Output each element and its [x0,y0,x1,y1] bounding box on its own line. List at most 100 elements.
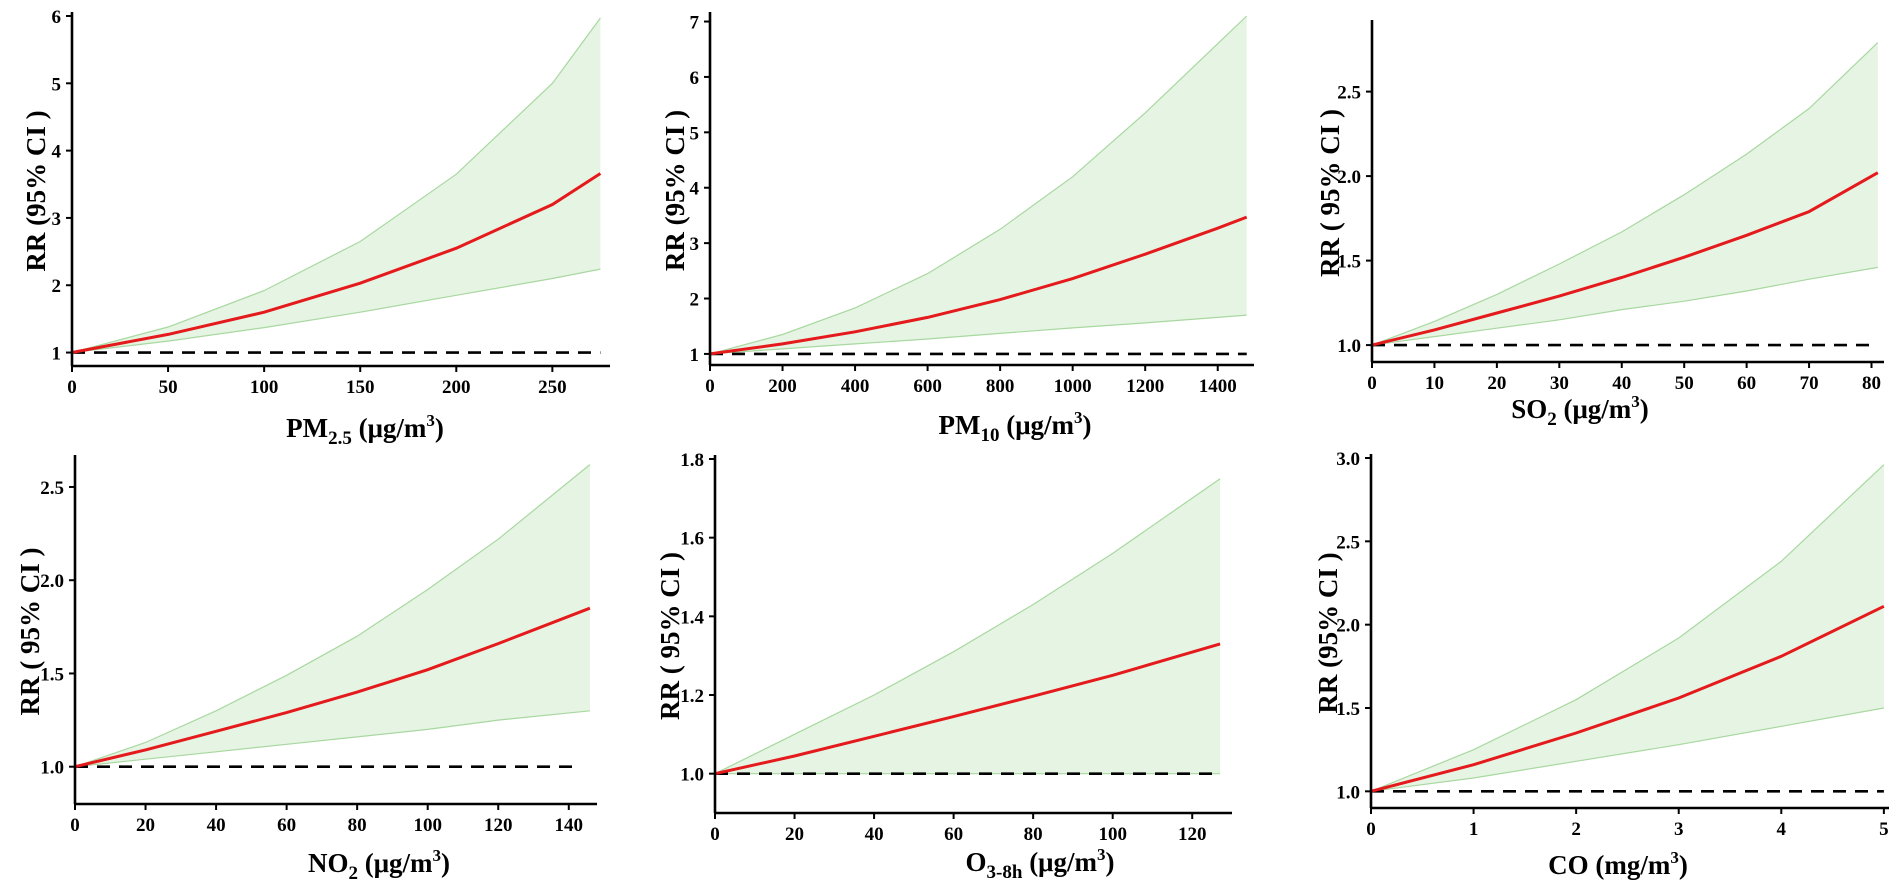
x-tick-label: 40 [1612,373,1631,394]
y-tick-label: 1.5 [1336,699,1360,720]
x-tick-label: 140 [555,815,584,836]
x-tick-label: 30 [1550,373,1569,394]
x-tick-label: 100 [250,377,279,398]
y-axis-title: RR ( 95% CI ) [15,548,45,716]
x-tick-label: 70 [1800,373,1819,394]
x-tick-label: 0 [1366,819,1376,840]
y-tick-label: 2.0 [40,571,64,592]
x-tick-label: 60 [1737,373,1756,394]
x-tick-label: 0 [67,377,77,398]
x-title-sup: 3 [1074,408,1083,427]
y-tick-label: 1 [52,344,62,365]
x-tick-label: 100 [413,815,442,836]
x-tick-label: 400 [841,376,870,397]
x-tick-label: 0 [1367,373,1377,394]
x-axis-title: SO2 (μg/m3) [1511,392,1649,430]
ci-lower-line [1371,266,1878,346]
y-tick-label: 3 [690,234,700,255]
x-title-unit: (μg/m [358,848,433,878]
x-tick-label: 0 [710,824,720,845]
y-axis-title: RR ( 95% CI ) [1315,109,1345,277]
ci-upper-line [709,15,1248,355]
ci-band [1371,464,1884,792]
x-tick-label: 800 [986,376,1015,397]
y-tick-label: 5 [52,74,62,95]
ci-band [75,464,590,767]
y-tick-label: 1.8 [680,450,704,471]
x-tick-label: 120 [1178,824,1207,845]
x-title-close: ) [435,413,444,443]
rr-line [1370,604,1885,793]
x-title-unit: (μg/m [352,413,427,443]
ci-lower-line [74,710,590,768]
x-title-sup: 3 [1097,845,1106,864]
ci-lower-line [71,268,601,354]
x-axis-title: NO2 (μg/m3) [308,846,450,884]
ci-upper-line [1371,42,1879,346]
rr-line [709,215,1248,356]
x-title-base: SO [1511,394,1547,424]
x-title-sub: 2.5 [328,428,352,449]
x-tick-label: 50 [1675,373,1694,394]
ci-upper-line [714,478,1221,775]
x-title-close: ) [1083,410,1092,440]
y-tick-label: 4 [690,179,700,200]
x-title-sub: 2 [1547,409,1557,430]
ci-band [715,478,1221,774]
y-tick-label: 1 [690,345,700,366]
x-axis-title: PM10 (μg/m3) [938,408,1091,446]
y-axis-title: RR (95% CI ) [21,110,51,271]
x-tick-label: 1000 [1054,376,1092,397]
ci-band [1372,42,1878,346]
y-tick-label: 1.6 [680,529,704,550]
x-title-sub: 2 [348,863,358,884]
panel-1: 0 50 100 150 200 250 1 2 3 4 5 6 RR (95% CI ) PM2.5 (… [21,7,610,449]
rr-line [71,172,602,354]
x-title-base: PM [938,410,980,440]
y-tick-label: 2.0 [1336,616,1360,637]
x-title-base: NO [308,848,349,878]
panel-5: 0 20 40 60 80 100 120 1.0 1.2 1.4 1.6 1.8 RR ( 95% C… [655,450,1232,883]
x-title-unit: (μg/m [1557,394,1632,424]
y-tick-label: 2 [690,290,700,311]
y-tick-label: 7 [690,13,700,34]
y-axis-title: RR (95% CI ) [660,110,690,271]
x-title-sub: 10 [980,425,999,446]
x-tick-label: 50 [159,377,178,398]
x-tick-label: 1400 [1199,376,1237,397]
x-axis-title: CO (mg/m3) [1548,848,1688,880]
x-axis-title: PM2.5 (μg/m3) [286,411,444,449]
y-tick-label: 1.0 [40,758,64,779]
panel-4: 0 20 40 60 80 100 120 140 1.0 1.5 2.0 2.5 RR ( 95% C… [15,455,597,884]
ci-upper-line [71,17,601,354]
ci-upper-line [74,464,591,768]
ci-band [710,16,1247,354]
rr-line [1371,171,1879,347]
y-axis-title: RR ( 95% CI ) [655,552,685,720]
x-title-close: ) [1640,394,1649,424]
y-tick-label: 1.5 [1337,252,1361,273]
x-tick-label: 1 [1469,819,1479,840]
x-title-close: ) [441,848,450,878]
x-tick-label: 0 [70,815,80,836]
x-title-base: O [966,847,987,877]
x-tick-label: 60 [277,815,296,836]
y-tick-label: 1.0 [680,765,704,786]
y-tick-label: 1.0 [1337,336,1361,357]
x-axis-title: O3-8h (μg/m3) [966,845,1115,883]
y-axis-title: RR (95% CI ) [1313,552,1343,713]
y-tick-label: 2.5 [1336,532,1360,553]
x-tick-label: 0 [705,376,715,397]
y-tick-label: 3.0 [1336,449,1360,470]
ci-lower-line [709,314,1247,355]
x-title-close: ) [1105,847,1114,877]
x-tick-label: 4 [1777,819,1787,840]
x-tick-label: 80 [1862,373,1881,394]
x-tick-label: 10 [1425,373,1444,394]
x-title-unit: (μg/m [1022,847,1097,877]
x-title-sub: 3-8h [987,862,1023,883]
panel-2: 0 200 400 600 800 1000 1200 1400 1 2 3 4 5 6 7 RR (95% … [660,12,1254,446]
ci-band [72,18,601,353]
x-tick-label: 200 [768,376,797,397]
